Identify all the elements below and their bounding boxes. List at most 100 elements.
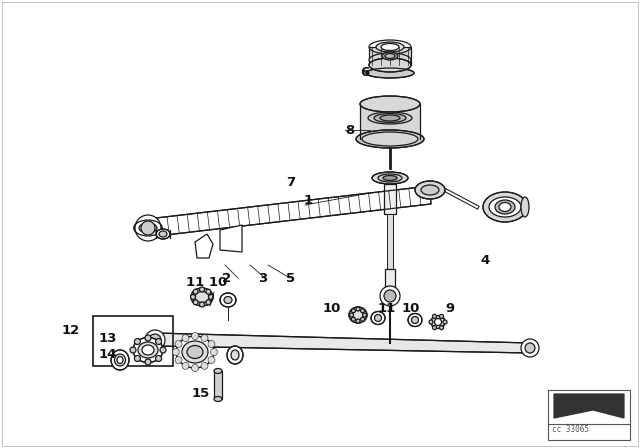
Ellipse shape xyxy=(366,68,414,78)
Ellipse shape xyxy=(382,52,398,60)
Ellipse shape xyxy=(431,315,445,328)
Ellipse shape xyxy=(176,336,214,368)
Circle shape xyxy=(521,339,539,357)
Ellipse shape xyxy=(362,132,418,146)
Circle shape xyxy=(200,287,205,292)
Ellipse shape xyxy=(139,223,157,233)
Circle shape xyxy=(191,365,198,371)
Text: 10: 10 xyxy=(323,302,341,314)
Circle shape xyxy=(380,286,400,306)
Circle shape xyxy=(201,362,208,369)
Circle shape xyxy=(360,317,365,321)
Text: 7: 7 xyxy=(286,176,295,189)
Text: 14: 14 xyxy=(99,348,117,361)
Circle shape xyxy=(156,355,162,362)
Ellipse shape xyxy=(220,293,236,307)
Ellipse shape xyxy=(111,350,129,370)
Circle shape xyxy=(443,320,447,324)
Ellipse shape xyxy=(353,310,364,320)
Ellipse shape xyxy=(369,53,411,67)
Text: 5: 5 xyxy=(286,271,295,284)
Circle shape xyxy=(191,332,198,340)
Bar xyxy=(360,104,420,139)
Circle shape xyxy=(135,215,161,241)
Bar xyxy=(548,390,630,440)
Text: 9: 9 xyxy=(445,302,454,314)
Text: 4: 4 xyxy=(480,254,489,267)
Ellipse shape xyxy=(224,297,232,303)
Circle shape xyxy=(351,309,355,313)
Ellipse shape xyxy=(374,113,406,122)
Circle shape xyxy=(175,357,182,363)
Circle shape xyxy=(145,335,151,341)
Circle shape xyxy=(134,355,140,362)
Circle shape xyxy=(360,309,365,313)
Ellipse shape xyxy=(385,53,395,59)
Bar xyxy=(385,269,395,289)
Circle shape xyxy=(149,334,161,346)
Bar xyxy=(93,316,173,366)
Ellipse shape xyxy=(408,314,422,327)
Text: 13: 13 xyxy=(99,332,117,345)
Circle shape xyxy=(200,302,205,307)
Ellipse shape xyxy=(374,314,381,322)
Circle shape xyxy=(191,294,195,300)
Bar xyxy=(387,214,393,269)
Circle shape xyxy=(145,330,165,350)
Ellipse shape xyxy=(142,345,154,355)
Polygon shape xyxy=(155,333,530,353)
Polygon shape xyxy=(195,234,213,258)
Circle shape xyxy=(440,326,444,330)
Ellipse shape xyxy=(412,316,419,323)
Text: 15: 15 xyxy=(192,387,211,400)
Ellipse shape xyxy=(376,42,404,52)
Ellipse shape xyxy=(214,396,222,401)
Circle shape xyxy=(193,289,198,294)
Ellipse shape xyxy=(483,192,527,222)
Ellipse shape xyxy=(415,181,445,199)
Circle shape xyxy=(356,319,360,323)
Ellipse shape xyxy=(499,202,511,211)
Ellipse shape xyxy=(115,354,125,366)
Circle shape xyxy=(130,347,136,353)
Text: 8: 8 xyxy=(345,124,355,137)
Polygon shape xyxy=(147,186,431,237)
Polygon shape xyxy=(220,225,242,252)
Circle shape xyxy=(182,362,189,369)
Polygon shape xyxy=(554,394,624,418)
Circle shape xyxy=(160,347,166,353)
Text: 11: 11 xyxy=(378,302,396,314)
Circle shape xyxy=(525,343,535,353)
Ellipse shape xyxy=(381,43,399,51)
Ellipse shape xyxy=(156,229,170,239)
Ellipse shape xyxy=(369,58,411,72)
Ellipse shape xyxy=(356,130,424,148)
Ellipse shape xyxy=(435,319,442,326)
Ellipse shape xyxy=(195,292,209,302)
Circle shape xyxy=(433,326,436,330)
Text: cc 33065: cc 33065 xyxy=(552,425,589,434)
Text: 10: 10 xyxy=(402,302,420,314)
Circle shape xyxy=(211,349,218,356)
Circle shape xyxy=(349,313,353,317)
Circle shape xyxy=(206,289,211,294)
Text: 3: 3 xyxy=(258,271,268,284)
Ellipse shape xyxy=(360,96,420,112)
Ellipse shape xyxy=(378,174,402,182)
Circle shape xyxy=(193,300,198,305)
Circle shape xyxy=(362,313,367,317)
Circle shape xyxy=(201,335,208,342)
Bar xyxy=(214,371,222,399)
Circle shape xyxy=(208,357,215,363)
Ellipse shape xyxy=(191,288,213,306)
Ellipse shape xyxy=(349,307,367,323)
Circle shape xyxy=(173,349,179,356)
Ellipse shape xyxy=(495,200,515,214)
Ellipse shape xyxy=(231,350,239,360)
Ellipse shape xyxy=(182,341,208,363)
Bar xyxy=(369,47,411,65)
Circle shape xyxy=(429,320,433,324)
Ellipse shape xyxy=(368,112,412,124)
Text: 1: 1 xyxy=(304,194,313,207)
Circle shape xyxy=(156,339,162,345)
